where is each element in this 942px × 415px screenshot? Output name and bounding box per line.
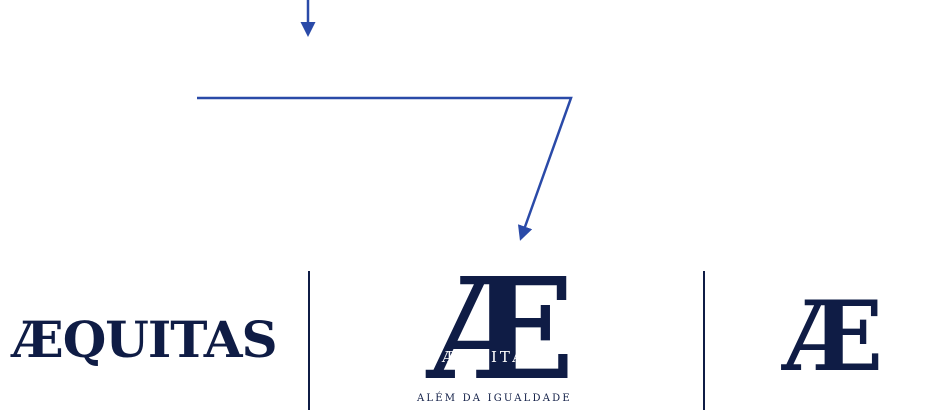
emblem-wordmark: ÆQUITAS: [442, 348, 540, 366]
emblem-tagline: ALÉM DA IGUALDADE: [417, 393, 572, 404]
emblem-logo: Æ ÆQUITAS ALÉM DA IGUALDADE: [400, 260, 610, 411]
divider-right: [703, 271, 705, 410]
wordmark-logo: ÆQUITAS: [12, 310, 278, 369]
divider-left: [308, 271, 310, 410]
symbol-logo: Æ: [784, 280, 883, 393]
emblem-glyph: Æ: [430, 248, 575, 412]
bent-connector-arrow: [197, 96, 573, 241]
